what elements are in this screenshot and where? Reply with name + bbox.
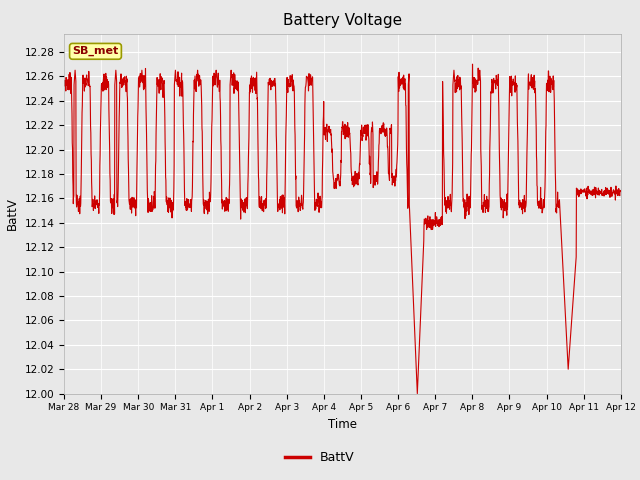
Y-axis label: BattV: BattV — [6, 197, 19, 230]
Title: Battery Voltage: Battery Voltage — [283, 13, 402, 28]
Text: SB_met: SB_met — [72, 46, 118, 57]
X-axis label: Time: Time — [328, 418, 357, 431]
Legend: BattV: BattV — [280, 446, 360, 469]
